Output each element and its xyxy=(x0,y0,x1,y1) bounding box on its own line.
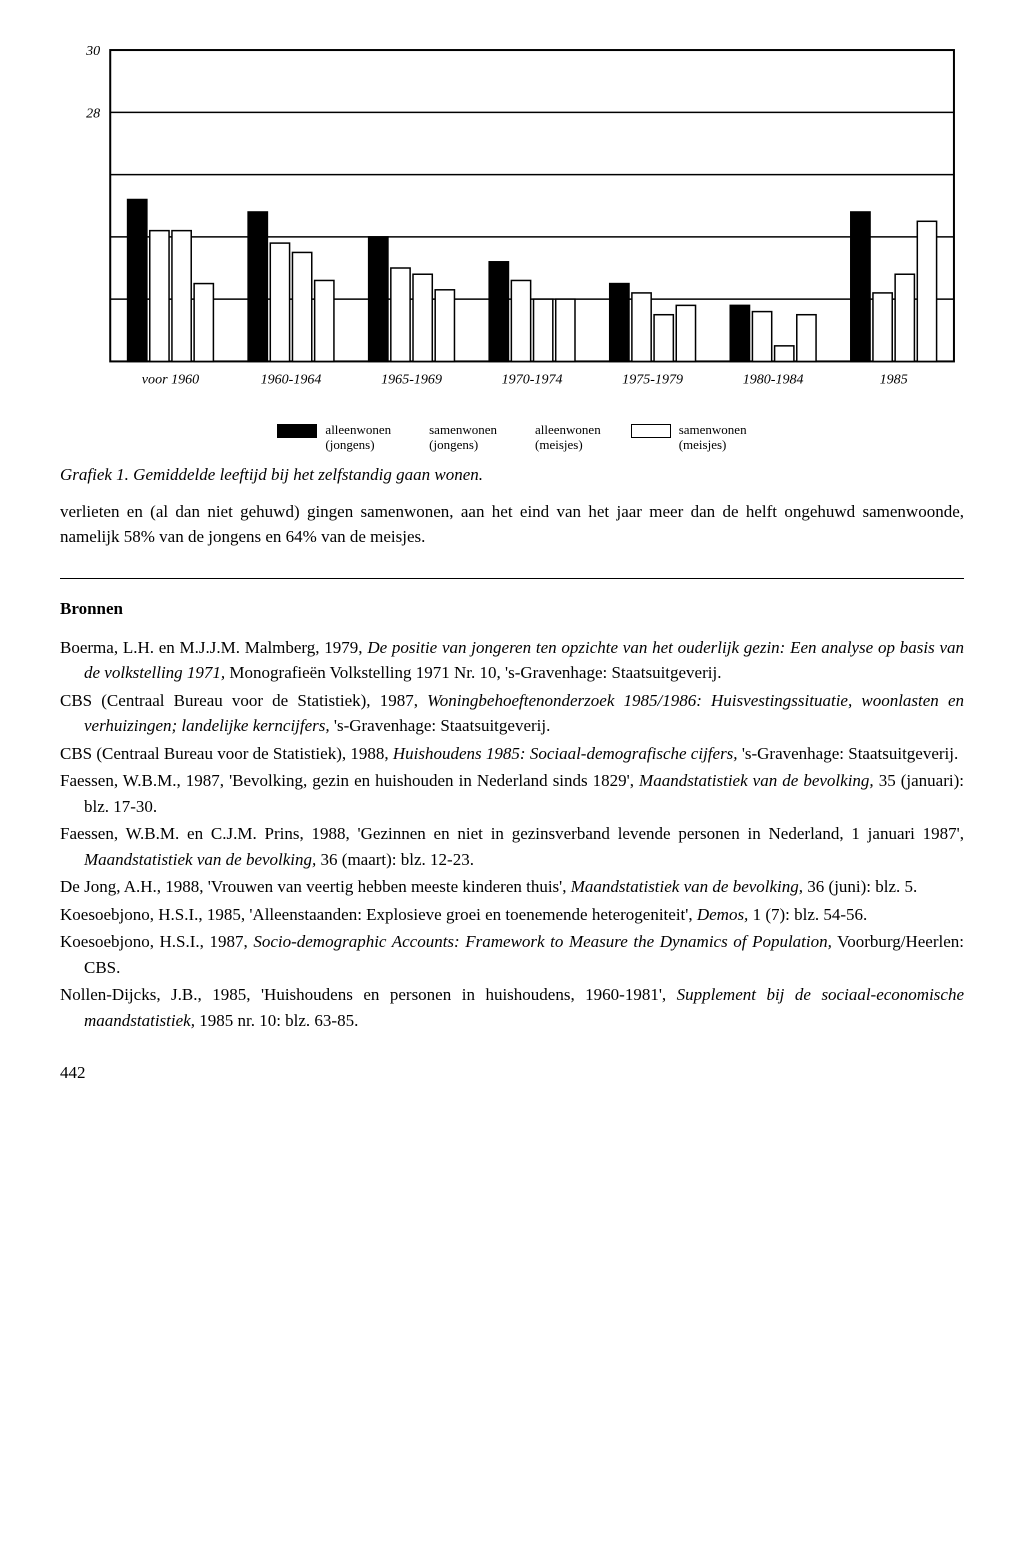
bar-chart: 28 30 voor 1960 1960-1964 1965-1969 1970-1974… xyxy=(60,40,964,402)
svg-text:1965-1969: 1965-1969 xyxy=(381,372,442,388)
chart-legend: alleenwonen(jongens) samenwonen(jongens) a… xyxy=(60,422,964,453)
reference-entry: Koesoebjono, H.S.I., 1985, 'Alleenstaand… xyxy=(60,902,964,928)
bronnen-heading: Bronnen xyxy=(60,599,964,619)
svg-text:30: 30 xyxy=(85,43,100,59)
legend-swatch xyxy=(277,424,317,438)
svg-text:voor 1960: voor 1960 xyxy=(142,372,199,388)
legend-item: samenwonen(meisjes) xyxy=(631,422,747,453)
chart-container: 28 30 voor 1960 1960-1964 1965-1969 1970-1974… xyxy=(60,40,964,402)
svg-text:28: 28 xyxy=(86,105,100,121)
svg-text:1975-1979: 1975-1979 xyxy=(622,372,683,388)
reference-entry: Koesoebjono, H.S.I., 1987, Socio-demogra… xyxy=(60,929,964,980)
legend-item: alleenwonen(jongens) xyxy=(277,422,391,453)
reference-entry: CBS (Centraal Bureau voor de Statistiek)… xyxy=(60,688,964,739)
legend-item: samenwonen(jongens) xyxy=(421,422,497,453)
legend-label: samenwonen(jongens) xyxy=(429,422,497,453)
svg-text:1960-1964: 1960-1964 xyxy=(261,372,322,388)
reference-entry: Boerma, L.H. en M.J.J.M. Malmberg, 1979,… xyxy=(60,635,964,686)
legend-label: samenwonen(meisjes) xyxy=(679,422,747,453)
body-paragraph: verlieten en (al dan niet gehuwd) gingen… xyxy=(60,499,964,550)
svg-text:1980-1984: 1980-1984 xyxy=(743,372,804,388)
page-number: 442 xyxy=(60,1063,964,1083)
reference-entry: Nollen-Dijcks, J.B., 1985, 'Huishoudens … xyxy=(60,982,964,1033)
legend-item: alleenwonen(meisjes) xyxy=(527,422,601,453)
legend-label: alleenwonen(meisjes) xyxy=(535,422,601,453)
reference-list: Boerma, L.H. en M.J.J.M. Malmberg, 1979,… xyxy=(60,635,964,1034)
reference-entry: Faessen, W.B.M. en C.J.M. Prins, 1988, '… xyxy=(60,821,964,872)
svg-text:1985: 1985 xyxy=(880,372,908,388)
legend-swatch xyxy=(631,424,671,438)
section-divider xyxy=(60,578,964,579)
reference-entry: De Jong, A.H., 1988, 'Vrouwen van veerti… xyxy=(60,874,964,900)
svg-text:1970-1974: 1970-1974 xyxy=(502,372,563,388)
reference-entry: CBS (Centraal Bureau voor de Statistiek)… xyxy=(60,741,964,767)
reference-entry: Faessen, W.B.M., 1987, 'Bevolking, gezin… xyxy=(60,768,964,819)
legend-label: alleenwonen(jongens) xyxy=(325,422,391,453)
chart-caption: Grafiek 1. Gemiddelde leeftijd bij het z… xyxy=(60,465,964,485)
